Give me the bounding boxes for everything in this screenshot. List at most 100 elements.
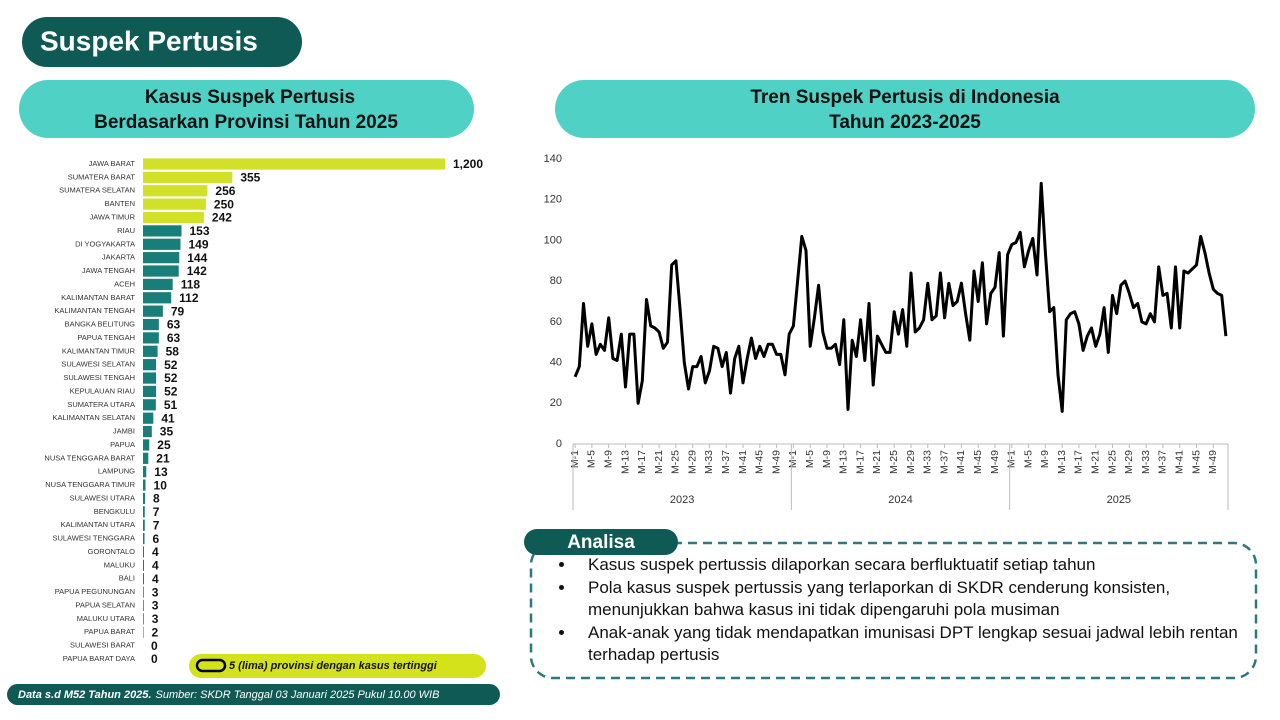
y-tick-label: SULAWESI UTARA — [70, 493, 135, 502]
value-label: 144 — [187, 251, 207, 265]
bar — [143, 479, 146, 491]
y-tick-label: BALI — [119, 574, 135, 583]
bar — [143, 439, 150, 451]
value-label: 2 — [152, 625, 159, 639]
annotation-box — [189, 654, 486, 678]
value-label: 35 — [160, 425, 174, 439]
bar — [143, 613, 144, 625]
bar — [143, 211, 204, 224]
bar — [143, 278, 173, 291]
value-label: 0 — [151, 652, 158, 666]
x-tick-label: M-5 — [1022, 450, 1034, 468]
y-tick-label: KALIMANTAN UTARA — [61, 520, 135, 529]
value-label: 13 — [154, 465, 168, 479]
x-tick-label: M-5 — [804, 450, 816, 468]
bar-title-pill — [19, 80, 474, 138]
bar — [143, 305, 163, 317]
x-tick-label: M-9 — [602, 450, 614, 468]
footer-source: Sumber: SKDR Tanggal 03 Januari 2025 Puk… — [155, 689, 439, 701]
x-tick-label: M-41 — [955, 450, 967, 474]
value-label: 355 — [240, 171, 260, 185]
value-label: 1,200 — [453, 157, 483, 171]
value-label: 79 — [171, 304, 185, 318]
bar — [143, 171, 233, 183]
y-tick-label: SUMATERA UTARA — [67, 400, 135, 409]
bar — [143, 158, 445, 170]
annotation: 5 (lima) provinsi dengan kasus tertinggi — [229, 660, 438, 672]
value-label: 3 — [152, 585, 159, 599]
annotation-icon — [195, 658, 227, 673]
x-tick-label: M-17 — [854, 450, 866, 474]
value-label: 25 — [157, 438, 171, 452]
value-label: 52 — [164, 385, 178, 399]
bar — [143, 466, 147, 478]
value-label: 58 — [166, 344, 180, 358]
value-label: 52 — [164, 358, 178, 372]
x-tick-label: M-13 — [838, 450, 850, 474]
bar — [143, 359, 157, 371]
bar — [143, 399, 156, 411]
y-tick-label: SULAWESI TENGAH — [63, 373, 135, 382]
y-tick-label: 120 — [544, 194, 562, 206]
y-tick-label: NUSA TENGGARA BARAT — [44, 453, 135, 462]
x-tick-label: M-41 — [1173, 450, 1185, 474]
bar — [143, 345, 158, 357]
bar — [143, 198, 206, 210]
value-label: 3 — [152, 599, 159, 613]
value-label: 7 — [153, 505, 160, 519]
y-tick-label: KALIMANTAN BARAT — [61, 293, 135, 302]
x-tick-label: M-33 — [1140, 450, 1152, 474]
x-tick-label: M-17 — [1073, 450, 1085, 474]
y-tick-label: SUMATERA BARAT — [68, 172, 136, 181]
y-tick-label: MALUKU UTARA — [77, 614, 135, 623]
y-tick-label: 100 — [544, 234, 562, 246]
x-tick-label: M-9 — [1039, 450, 1051, 468]
analysis-list: Kasus suspek pertussis dilaporkan secara… — [548, 554, 1246, 667]
bar — [143, 452, 149, 464]
bar — [143, 519, 145, 531]
x-tick-label: M-25 — [888, 450, 900, 474]
x-tick-label: M-25 — [1106, 450, 1118, 474]
y-tick-label: JAWA TENGAH — [82, 266, 135, 275]
y-tick-label: SULAWESI SELATAN — [61, 360, 135, 369]
y-tick-label: GORONTALO — [88, 547, 136, 556]
value-label: 4 — [152, 559, 159, 573]
x-tick-label: M-49 — [770, 450, 782, 474]
y-tick-label: KALIMANTAN SELATAN — [52, 413, 135, 422]
x-tick-label: M-49 — [989, 450, 1001, 474]
y-tick-label: ACEH — [114, 279, 135, 288]
value-label: 142 — [187, 264, 207, 278]
y-tick-label: 0 — [556, 438, 562, 450]
y-tick-label: RIAU — [117, 226, 135, 235]
bar — [143, 238, 181, 250]
y-tick-label: JAMBI — [113, 427, 135, 436]
bar — [143, 252, 180, 264]
bar — [143, 372, 157, 384]
y-tick-label: PAPUA BARAT — [84, 627, 135, 636]
bar — [143, 412, 154, 424]
y-tick-label: JAWA BARAT — [89, 159, 136, 168]
value-label: 63 — [167, 331, 181, 345]
x-tick-label: M-45 — [754, 450, 766, 474]
x-tick-label: M-1 — [1006, 450, 1018, 468]
value-label: 4 — [152, 572, 159, 586]
bar — [143, 318, 159, 331]
line-title-pill — [555, 80, 1255, 138]
x-tick-label: M-13 — [619, 450, 631, 474]
analysis-item: Pola kasus suspek pertussis yang terlapo… — [576, 577, 1246, 622]
x-tick-label: M-45 — [972, 450, 984, 474]
analysis-title: Analisa — [567, 532, 635, 553]
value-label: 149 — [188, 237, 208, 251]
y-tick-label: PAPUA BARAT DAYA — [63, 654, 135, 663]
value-label: 6 — [153, 532, 160, 546]
x-tick-label: M-29 — [686, 450, 698, 474]
bar — [143, 385, 157, 398]
y-tick-label: 20 — [550, 397, 562, 409]
value-label: 51 — [164, 398, 178, 412]
group-label: 2023 — [670, 494, 694, 506]
y-tick-label: MALUKU — [104, 560, 135, 569]
y-tick-label: JAWA TIMUR — [89, 212, 135, 221]
value-label: 41 — [161, 411, 175, 425]
header-title: Suspek Pertusis — [40, 25, 258, 56]
x-tick-label: M-17 — [636, 450, 648, 474]
